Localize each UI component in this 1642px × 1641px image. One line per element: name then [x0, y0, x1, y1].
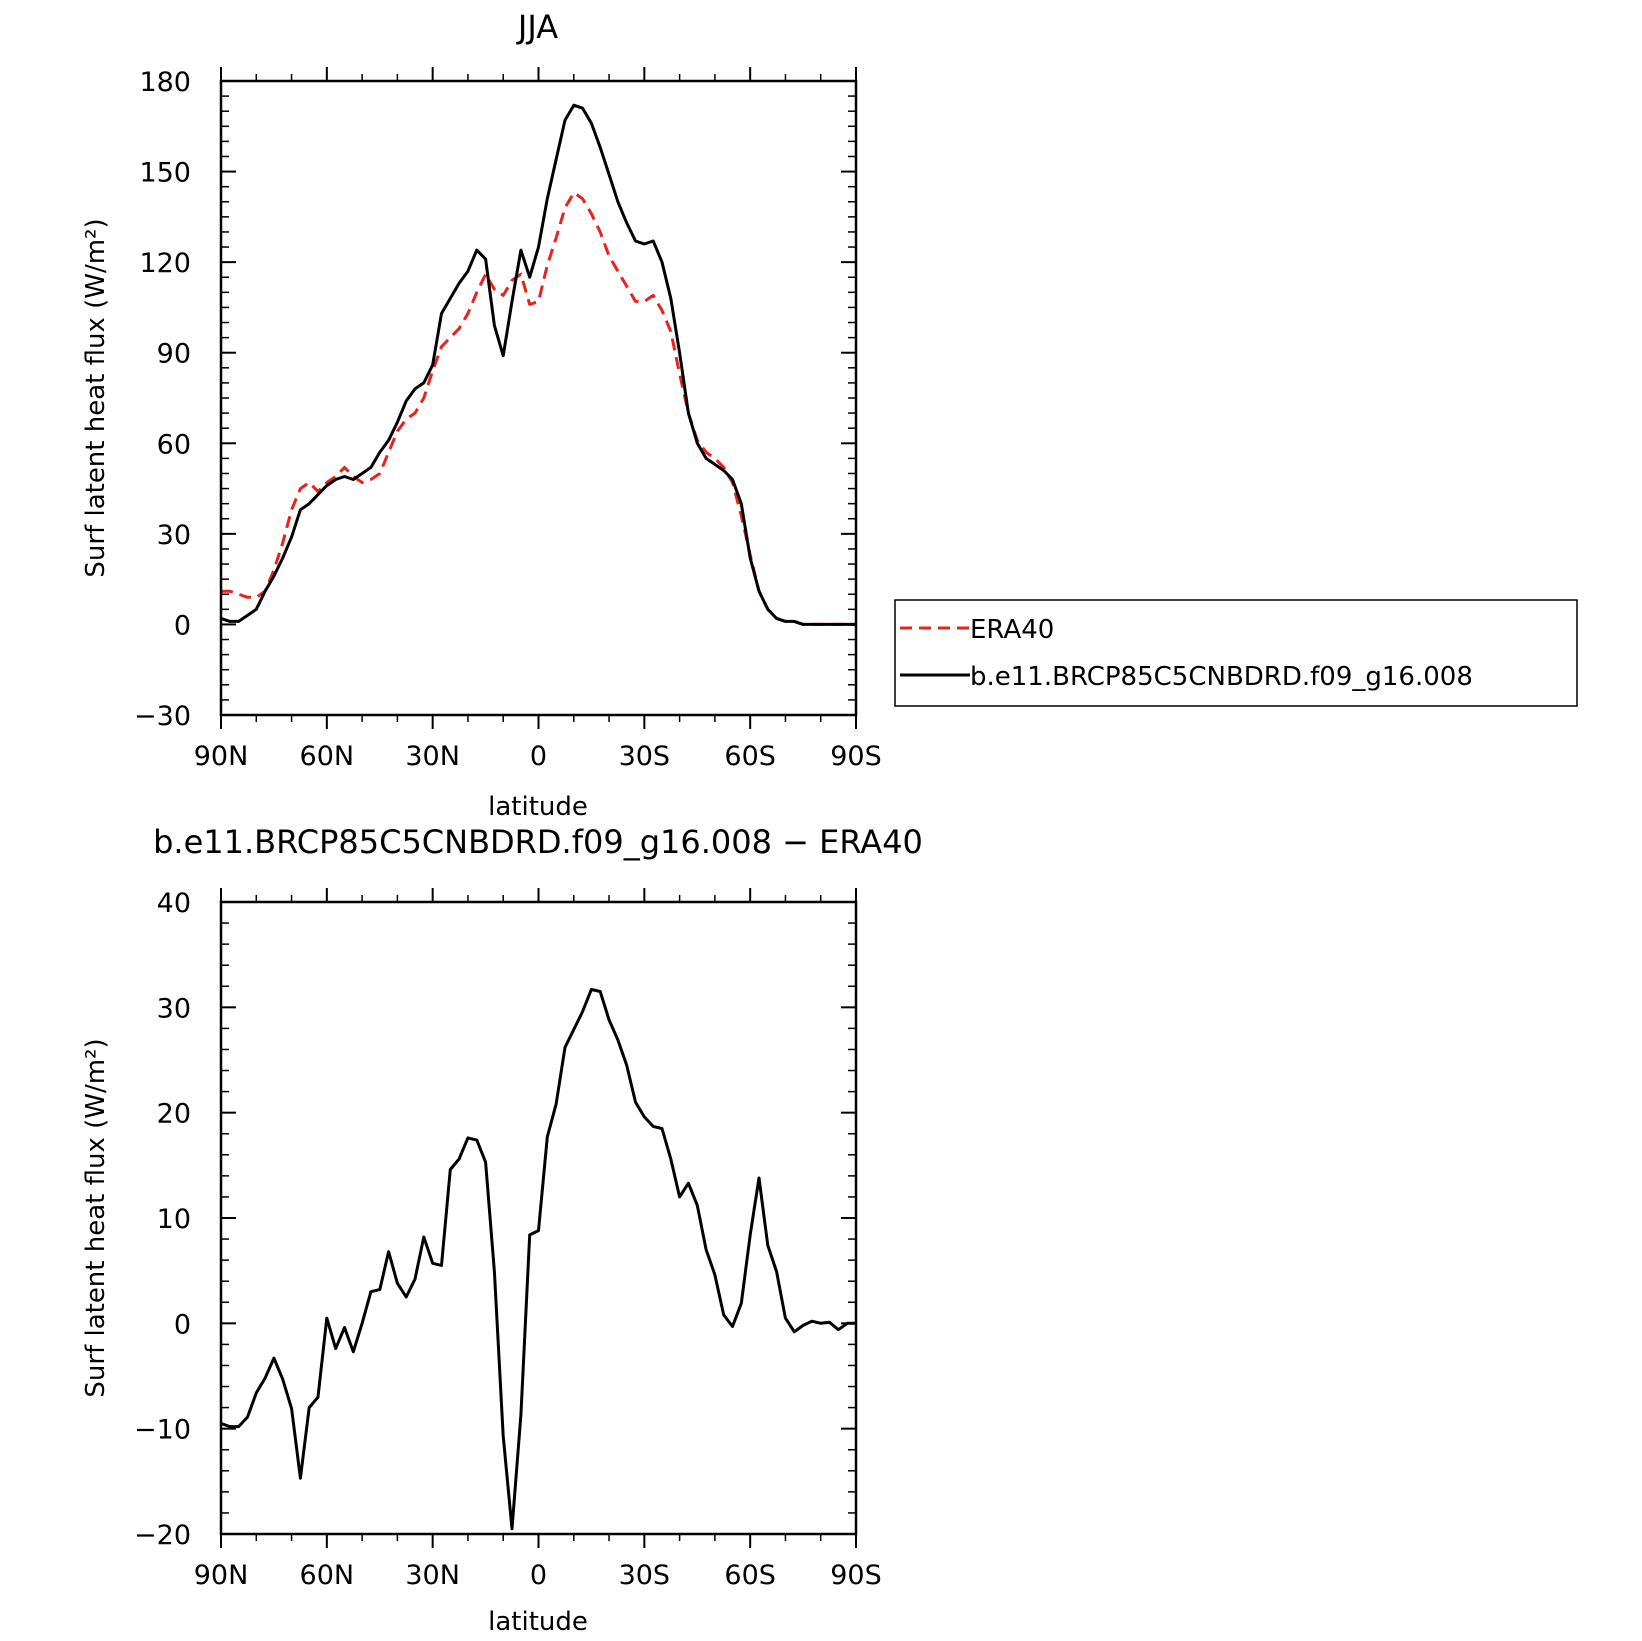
- bottom-y-tick-labels: −20 −10 0 10 20 30 40: [134, 888, 191, 1551]
- bottom-y-tick-label: −10: [134, 1415, 191, 1446]
- top-y-tick-label: 0: [174, 610, 191, 641]
- top-y-tick-label: 90: [157, 339, 191, 370]
- bottom-chart-title: b.e11.BRCP85C5CNBDRD.f09_g16.008 − ERA40: [153, 823, 923, 861]
- top-ticks: [220, 67, 857, 729]
- top-y-tick-label: 60: [157, 429, 191, 460]
- top-plot-frame: [219, 79, 858, 717]
- top-series-line-model: [220, 103, 856, 626]
- top-x-tick-label: 60N: [300, 741, 355, 772]
- bottom-y-tick-label: 10: [157, 1204, 191, 1235]
- top-series-lines: [220, 103, 856, 626]
- bottom-x-tick-label: 60N: [300, 1560, 355, 1591]
- legend-box: [894, 599, 1578, 707]
- bottom-plot-frame: [219, 900, 858, 1536]
- top-y-tick-label: 30: [157, 520, 191, 551]
- bottom-panel: b.e11.BRCP85C5CNBDRD.f09_g16.008 − ERA40…: [81, 823, 923, 1637]
- legend-label-model: b.e11.BRCP85C5CNBDRD.f09_g16.008: [970, 662, 1473, 692]
- top-x-axis-label: latitude: [488, 792, 588, 822]
- bottom-y-axis-label: Surf latent heat flux (W/m²): [81, 1038, 111, 1397]
- bottom-x-tick-label: 0: [530, 1560, 547, 1591]
- top-y-tick-label: −30: [134, 701, 191, 732]
- top-x-tick-label: 30S: [619, 741, 671, 772]
- top-x-tick-label: 0: [530, 741, 547, 772]
- top-y-tick-label: 120: [139, 248, 191, 279]
- bottom-x-tick-label: 30N: [405, 1560, 460, 1591]
- bottom-series-lines: [220, 987, 856, 1531]
- top-y-tick-label: 180: [139, 67, 191, 98]
- top-panel: JJA −30 0 30 60 90 120 150 180 90N 60N 30N 0 30S 60S…: [81, 8, 882, 822]
- top-series-line-era40: [221, 191, 856, 626]
- bottom-series-line-difference: [220, 987, 856, 1531]
- bottom-x-tick-label: 90N: [194, 1560, 249, 1591]
- top-y-tick-labels: −30 0 30 60 90 120 150 180: [134, 67, 191, 732]
- bottom-x-tick-labels: 90N 60N 30N 0 30S 60S 90S: [194, 1560, 882, 1591]
- bottom-x-tick-label: 60S: [724, 1560, 776, 1591]
- top-chart-title: JJA: [516, 8, 558, 46]
- bottom-y-tick-label: 40: [157, 888, 191, 919]
- bottom-x-tick-label: 30S: [619, 1560, 671, 1591]
- bottom-x-tick-label: 90S: [830, 1560, 882, 1591]
- bottom-y-tick-label: 20: [157, 1099, 191, 1130]
- legend: ERA40 b.e11.BRCP85C5CNBDRD.f09_g16.008: [894, 599, 1578, 707]
- bottom-y-tick-label: 0: [174, 1309, 191, 1340]
- top-x-tick-labels: 90N 60N 30N 0 30S 60S 90S: [194, 741, 882, 772]
- top-y-axis-label: Surf latent heat flux (W/m²): [81, 218, 111, 577]
- bottom-x-axis-label: latitude: [488, 1607, 588, 1637]
- top-x-tick-label: 90N: [194, 741, 249, 772]
- top-x-tick-label: 30N: [405, 741, 460, 772]
- legend-label-era40: ERA40: [970, 615, 1054, 645]
- bottom-y-tick-label: 30: [157, 993, 191, 1024]
- bottom-y-tick-label: −20: [134, 1520, 191, 1551]
- top-y-tick-label: 150: [139, 158, 191, 189]
- top-x-tick-label: 60S: [724, 741, 776, 772]
- top-x-tick-label: 90S: [830, 741, 882, 772]
